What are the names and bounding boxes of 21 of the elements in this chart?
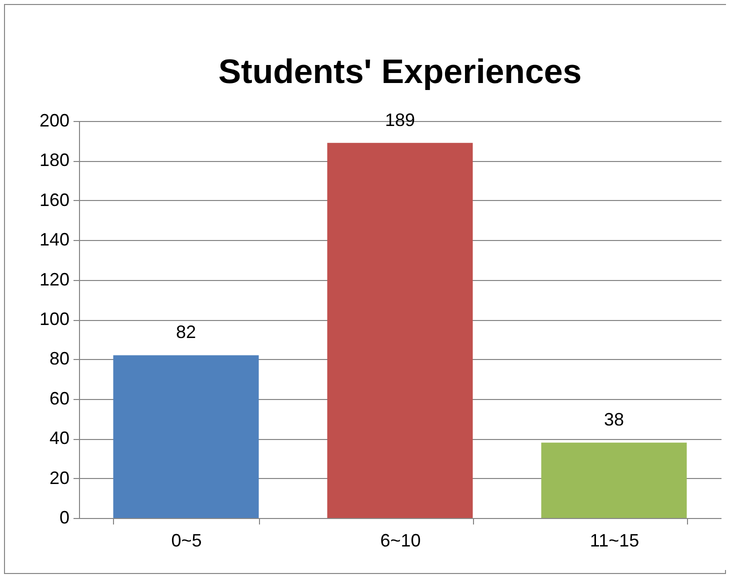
y-tick-label: 20 <box>49 468 70 488</box>
bar <box>541 442 687 518</box>
data-label: 189 <box>384 110 416 130</box>
y-tick-label: 140 <box>39 230 70 250</box>
bar <box>113 355 259 518</box>
x-tick-label: 11~15 <box>590 530 640 550</box>
y-tick-label: 160 <box>39 190 70 210</box>
y-tick-label: 40 <box>49 428 70 448</box>
y-tick-label: 80 <box>49 348 70 369</box>
y-tick-label: 120 <box>39 269 70 290</box>
y-tick-label: 180 <box>39 150 70 170</box>
chart-title: Students' Experiences <box>218 52 582 91</box>
data-label: 82 <box>176 322 196 342</box>
x-tick-label: 6~10 <box>380 530 421 550</box>
y-tick-label: 0 <box>59 508 70 528</box>
data-label: 38 <box>604 410 624 430</box>
y-tick-label: 200 <box>39 110 70 130</box>
x-tick-label: 0~5 <box>171 530 202 550</box>
bar <box>327 142 473 518</box>
y-tick-label: 100 <box>39 309 70 329</box>
y-tick-label: 60 <box>49 388 70 408</box>
